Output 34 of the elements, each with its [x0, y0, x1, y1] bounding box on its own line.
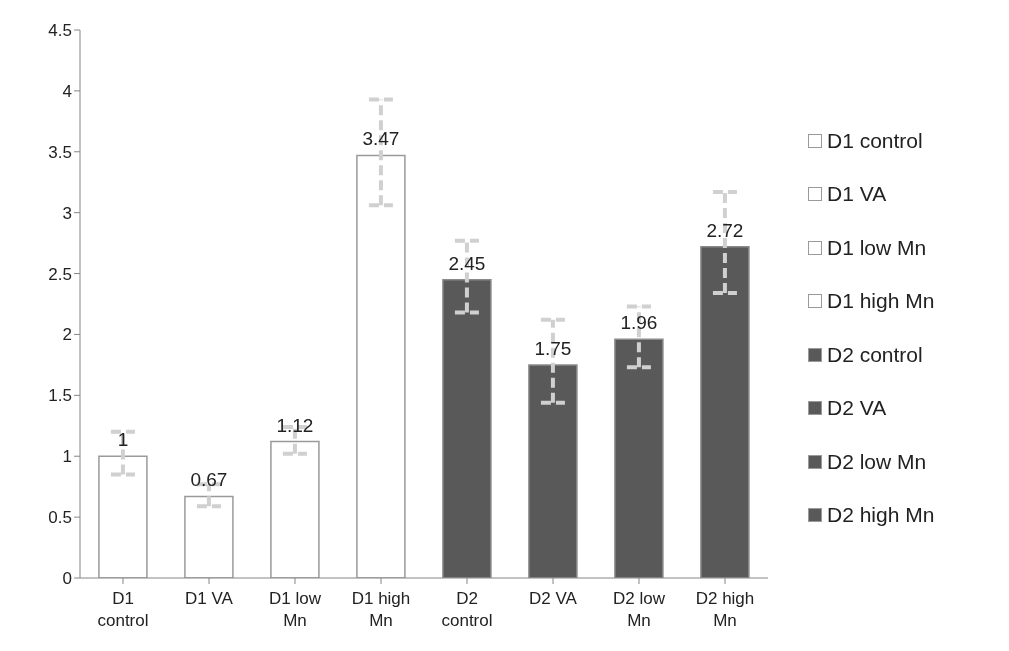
x-tick-label: D2 high Mn: [695, 589, 755, 630]
legend-label: D2 VA: [827, 396, 887, 421]
data-label: 1: [117, 429, 129, 451]
data-label: 1.96: [620, 312, 658, 334]
data-label: 2.45: [448, 252, 486, 274]
y-tick-label: 3: [62, 203, 72, 223]
x-tick-label: D1 VA: [185, 589, 234, 608]
legend-label: D1 low Mn: [827, 235, 927, 260]
x-tick-label: D1 low Mn: [269, 589, 322, 630]
data-label: 1.75: [534, 337, 572, 359]
legend-label: D1 high Mn: [827, 289, 935, 314]
y-tick-label: 3.5: [48, 142, 72, 162]
data-label: 1.12: [276, 414, 314, 436]
legend-label: D2 control: [827, 342, 923, 367]
y-tick-label: 0.5: [48, 508, 72, 528]
x-tick-label: D2 VA: [529, 589, 578, 608]
data-label: 3.47: [362, 128, 400, 150]
x-tick-label: D1 high Mn: [351, 589, 411, 630]
y-tick-label: 2.5: [48, 264, 72, 284]
x-tick-label: D2 control: [441, 589, 493, 630]
legend-label: D1 control: [827, 128, 923, 153]
legend-label: D2 high Mn: [827, 503, 935, 528]
y-tick-label: 2: [62, 325, 72, 345]
x-tick-label: D1 control: [97, 589, 149, 630]
data-label: 2.72: [706, 219, 744, 241]
y-tick-label: 1.5: [48, 386, 72, 406]
data-label: 0.67: [190, 469, 228, 491]
legend-label: D1 VA: [827, 182, 887, 207]
y-tick-label: 1: [62, 447, 72, 467]
y-tick-label: 0: [62, 569, 72, 589]
x-tick-label: D2 low Mn: [613, 589, 666, 630]
y-tick-label: 4: [62, 81, 72, 101]
y-tick-label: 4.5: [48, 21, 72, 41]
legend-label: D2 low Mn: [827, 449, 927, 474]
